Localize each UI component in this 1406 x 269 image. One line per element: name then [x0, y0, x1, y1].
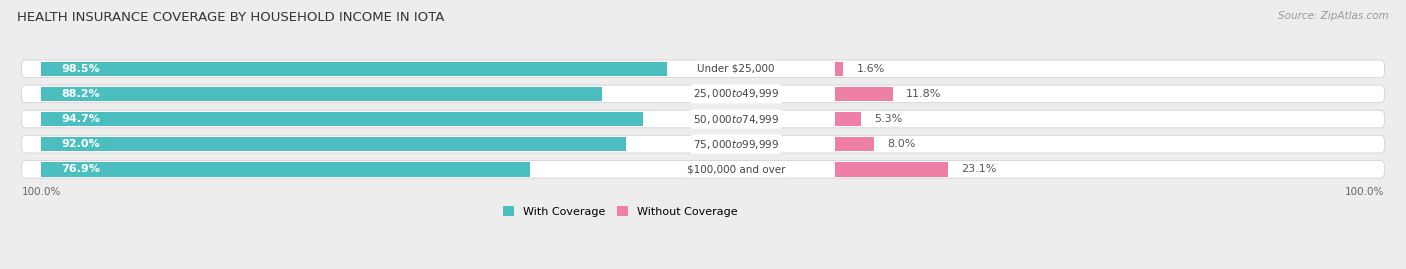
Text: 11.8%: 11.8%: [907, 89, 942, 99]
Text: 76.9%: 76.9%: [62, 164, 100, 174]
FancyBboxPatch shape: [21, 85, 1385, 103]
Text: HEALTH INSURANCE COVERAGE BY HOUSEHOLD INCOME IN IOTA: HEALTH INSURANCE COVERAGE BY HOUSEHOLD I…: [17, 11, 444, 24]
Bar: [41, 162, 530, 176]
Bar: [835, 87, 893, 101]
Bar: [835, 162, 949, 176]
Text: 94.7%: 94.7%: [62, 114, 100, 124]
Text: Source: ZipAtlas.com: Source: ZipAtlas.com: [1278, 11, 1389, 21]
Text: 100.0%: 100.0%: [1346, 187, 1385, 197]
Text: 8.0%: 8.0%: [887, 139, 917, 149]
Text: 5.3%: 5.3%: [875, 114, 903, 124]
Bar: [41, 112, 643, 126]
Bar: [835, 62, 844, 76]
Bar: [835, 112, 862, 126]
FancyBboxPatch shape: [21, 60, 1385, 77]
Bar: [41, 87, 602, 101]
Legend: With Coverage, Without Coverage: With Coverage, Without Coverage: [499, 202, 742, 221]
Text: Under $25,000: Under $25,000: [697, 64, 775, 74]
Text: 88.2%: 88.2%: [62, 89, 100, 99]
Text: 92.0%: 92.0%: [62, 139, 100, 149]
Text: $50,000 to $74,999: $50,000 to $74,999: [693, 112, 779, 126]
Bar: [41, 137, 626, 151]
Text: $100,000 and over: $100,000 and over: [686, 164, 786, 174]
Text: 100.0%: 100.0%: [21, 187, 60, 197]
FancyBboxPatch shape: [21, 110, 1385, 128]
FancyBboxPatch shape: [21, 135, 1385, 153]
Text: $75,000 to $99,999: $75,000 to $99,999: [693, 138, 779, 151]
Text: 1.6%: 1.6%: [856, 64, 884, 74]
Bar: [835, 137, 875, 151]
Text: 23.1%: 23.1%: [962, 164, 997, 174]
FancyBboxPatch shape: [21, 161, 1385, 178]
Text: $25,000 to $49,999: $25,000 to $49,999: [693, 87, 779, 100]
Bar: [41, 62, 666, 76]
Text: 98.5%: 98.5%: [62, 64, 100, 74]
